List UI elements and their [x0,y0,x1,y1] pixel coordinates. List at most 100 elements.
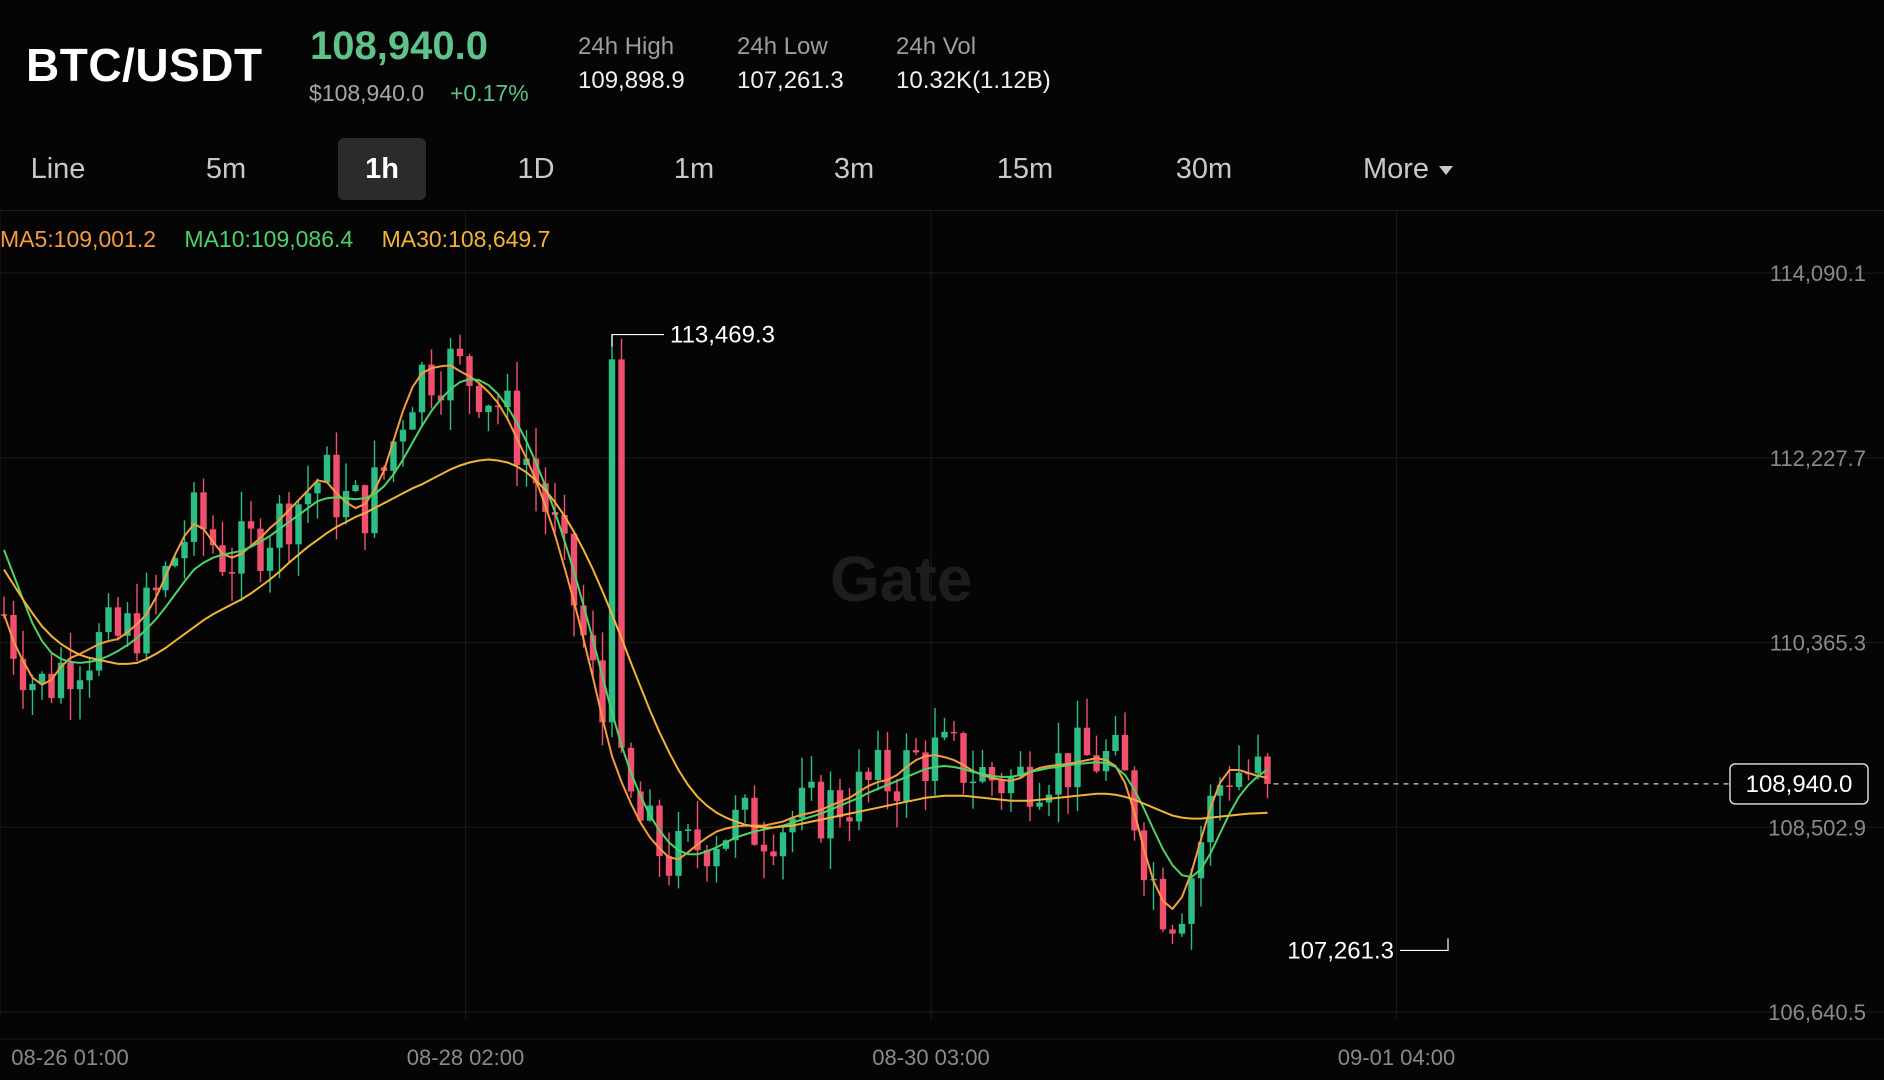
tab-15m[interactable]: 15m [980,138,1070,200]
candle-body [133,613,141,654]
max-price-label: 113,469.3 [670,322,775,349]
candle [1055,722,1062,823]
candle-body [1207,795,1214,843]
tab-1h[interactable]: 1h [338,138,426,200]
candle-body [86,670,93,681]
tab-more[interactable]: More [1340,138,1476,200]
caret-down-icon [1439,165,1454,175]
tab-30m[interactable]: 30m [1158,138,1250,200]
candle [124,602,131,647]
candle-body [152,587,160,591]
tab-15m-label: 15m [996,153,1054,185]
candle-body [10,614,17,659]
candle [219,521,226,577]
ticker-header: BTC/USDT 108,940.0 $108,940.0 +0.17% 24h… [0,0,1884,125]
candle [808,756,815,801]
candle [1036,782,1043,810]
candle-body [228,572,236,574]
candle [988,762,996,796]
candle [190,482,198,556]
candle-body [770,851,777,857]
stat-low-value: 107,261.3 [737,67,844,94]
candle-body [1197,842,1205,879]
candle-body [19,658,27,691]
tab-30m-label: 30m [1175,153,1233,185]
candle-body [922,752,929,782]
candle [48,652,55,704]
candle [114,596,122,641]
candle-body [874,749,882,780]
candle-body [238,521,245,574]
min-leader-line [1400,938,1449,952]
pair-title: BTC/USDT [26,39,263,91]
candle [532,427,540,512]
candle [741,794,749,823]
ma5-value: MA5:109,001.2 [0,226,157,252]
candle [1254,734,1262,780]
candle-body [390,441,397,471]
candle-body [352,485,359,492]
candle-body [931,737,939,782]
candle [1026,751,1034,822]
candle [1264,753,1271,799]
candle-body [532,458,540,484]
candle [1188,868,1195,950]
interval-tabs: Line 5m 1h 1D 1m 3m 15m 30m More [0,130,1884,210]
candle [342,463,350,525]
candle [969,750,977,809]
tab-line-label: Line [30,153,86,185]
candle-body [1169,929,1176,934]
ma10-value: MA10:109,086.4 [184,226,354,252]
candle-body [1216,785,1224,796]
tab-3m[interactable]: 3m [812,138,896,200]
candle [133,583,141,661]
candle [181,520,188,579]
candle [1140,822,1148,896]
tab-1h-label: 1h [365,153,399,185]
candle-body [1112,734,1119,752]
candle [171,555,179,568]
candle-body [105,607,112,633]
stat-vol-label: 24h Vol [896,33,977,60]
candle [143,572,150,661]
candle-body [1007,776,1015,794]
candle-body [580,605,587,636]
candle [542,467,549,535]
stat-low-label: 24h Low [737,33,828,60]
candle [485,404,492,432]
stat-vol-value: 10.32K(1.12B) [896,67,1051,94]
candle-body [333,454,340,518]
candle-body [969,781,977,784]
tab-5m[interactable]: 5m [186,138,266,200]
last-price-box [1729,763,1869,805]
x-tick-label: 08-30 03:00 [872,1045,989,1070]
candle [1112,715,1119,756]
candle-body [361,485,369,534]
candle [105,593,112,640]
gate-watermark: Gate [830,543,972,615]
ma-line-ma5 [3,364,1268,911]
candle-body [475,385,483,413]
candle-body [1026,766,1034,807]
tab-1d[interactable]: 1D [496,138,576,200]
candle [1083,698,1091,756]
x-tick-label: 08-26 01:00 [11,1045,128,1070]
tab-1m[interactable]: 1m [654,138,734,200]
candle-body [513,390,521,466]
candle-body [741,797,749,810]
candle [323,446,331,484]
candle-body [409,412,416,430]
stat-high-label: 24h High [578,33,675,60]
candle-body [798,787,806,819]
candle-body [732,809,739,841]
candle-body [988,767,996,781]
candle [637,781,644,822]
candle-body [1017,766,1024,777]
tab-line[interactable]: Line [14,138,102,200]
candle [912,737,920,756]
candle-body [1140,830,1148,881]
candle [76,666,84,720]
candlestick-chart[interactable]: Gate 114,090.1 112,227.7 110,365.3 108,502.… [0,211,1884,1080]
candle-body [1226,785,1233,787]
candle [494,393,502,425]
